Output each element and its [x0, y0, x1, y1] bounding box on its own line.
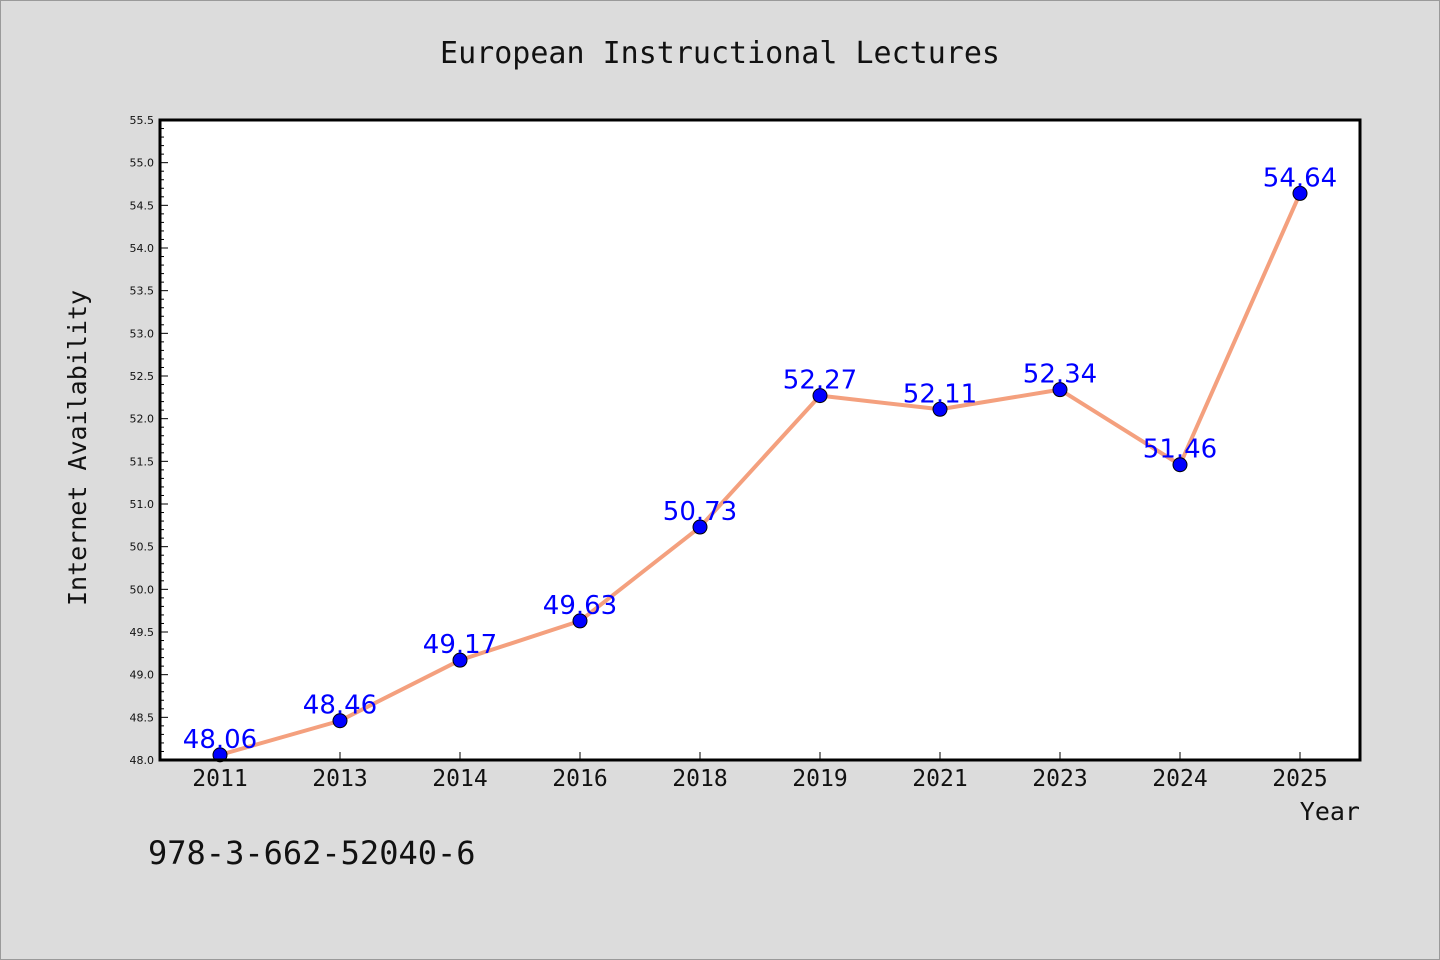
y-tick-label: 48.5 — [130, 711, 155, 724]
x-axis-ticks: 2011 2013 2014 2016 2018 2019 2021 2023 2024 2025 — [192, 752, 1328, 792]
y-tick-label: 50.5 — [130, 541, 155, 554]
y-tick-label: 55.0 — [130, 157, 155, 170]
data-label: 48.46 — [303, 691, 377, 721]
y-axis-ticks: 48.0 48.5 49.0 49.5 50.0 50.5 51.0 51.5 52.0 52.5… — [130, 114, 168, 767]
data-label: 48.06 — [183, 725, 257, 755]
data-label: 52.11 — [903, 379, 977, 409]
data-point-marker — [332, 713, 348, 729]
x-tick-label: 2025 — [1272, 766, 1327, 792]
y-tick-label: 55.5 — [130, 114, 155, 127]
data-markers — [212, 185, 1308, 763]
x-tick-label: 2021 — [912, 766, 967, 792]
y-tick-label: 54.0 — [130, 242, 155, 255]
y-tick-label: 54.5 — [130, 199, 155, 212]
y-tick-label: 49.5 — [130, 626, 155, 639]
x-tick-label: 2018 — [672, 766, 727, 792]
x-tick-label: 2016 — [552, 766, 607, 792]
data-label: 49.63 — [543, 591, 617, 621]
data-point-marker — [572, 613, 588, 629]
data-label: 51.46 — [1143, 435, 1217, 465]
data-point-marker — [452, 652, 468, 668]
data-label: 50.73 — [663, 497, 737, 527]
y-tick-label: 51.0 — [130, 498, 155, 511]
chart-title: European Instructional Lectures — [440, 36, 1000, 71]
plot-area — [160, 120, 1360, 760]
x-tick-label: 2014 — [432, 766, 487, 792]
data-labels: 48.06 48.46 49.17 49.63 50.73 52.27 52.11 52.34… — [183, 163, 1337, 754]
y-tick-label: 52.5 — [130, 370, 155, 383]
data-label: 52.34 — [1023, 360, 1097, 390]
y-tick-label: 48.0 — [130, 754, 155, 767]
data-label: 49.17 — [423, 630, 497, 660]
y-tick-label: 49.0 — [130, 669, 155, 682]
x-tick-label: 2024 — [1152, 766, 1207, 792]
x-tick-label: 2013 — [312, 766, 367, 792]
data-point-marker — [692, 519, 708, 535]
data-point-marker — [932, 401, 948, 417]
y-tick-label: 51.5 — [130, 455, 155, 468]
isbn-text: 978-3-662-52040-6 — [148, 834, 476, 872]
x-axis-label: Year — [1300, 797, 1360, 826]
y-axis-label: Internet Availability — [63, 290, 92, 606]
y-tick-label: 52.0 — [130, 413, 155, 426]
x-tick-label: 2011 — [192, 766, 247, 792]
data-point-marker — [1052, 382, 1068, 398]
x-tick-label: 2023 — [1032, 766, 1087, 792]
data-point-marker — [212, 747, 228, 763]
data-point-marker — [1172, 457, 1188, 473]
y-tick-label: 50.0 — [130, 583, 155, 596]
y-tick-label: 53.5 — [130, 285, 155, 298]
x-tick-label: 2019 — [792, 766, 847, 792]
data-label: 54.64 — [1263, 163, 1337, 193]
data-point-marker — [812, 388, 828, 404]
y-tick-label: 53.0 — [130, 327, 155, 340]
data-point-marker — [1292, 185, 1308, 201]
series-line — [218, 191, 1302, 757]
data-label: 52.27 — [783, 366, 857, 396]
plot-border — [158, 118, 1362, 762]
series-line-group — [218, 191, 1302, 757]
